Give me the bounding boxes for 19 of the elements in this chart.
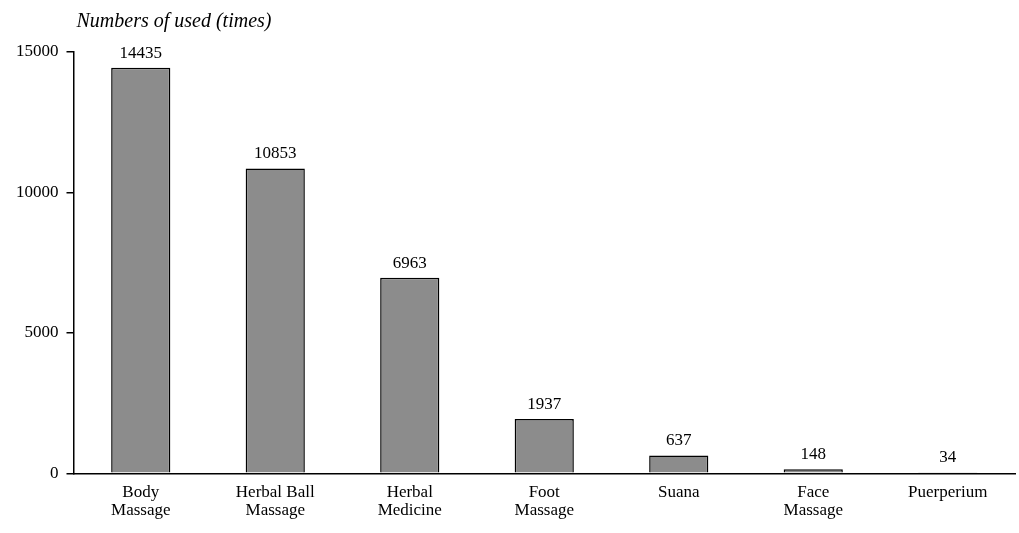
x-tick-label: Foot Massage — [514, 481, 574, 519]
x-tick-label: Puerperium — [908, 481, 988, 501]
y-tick-label: 15000 — [16, 41, 59, 61]
x-tick-label: Face Massage — [783, 481, 843, 519]
x-tick-label: Suana — [657, 481, 700, 501]
x-tick-label: Herbal Medicine — [377, 481, 442, 519]
data-label: 1937 — [527, 393, 562, 413]
y-axis-title: Numbers of used (times) — [75, 9, 272, 33]
x-tick-label: Body Massage — [111, 481, 171, 519]
y-tick-label: 0 — [50, 462, 59, 482]
data-label: 10853 — [254, 143, 297, 163]
x-tick-label: Herbal Ball Massage — [235, 481, 315, 519]
data-label: 14435 — [119, 42, 162, 62]
y-tick-label: 5000 — [24, 322, 59, 342]
y-tick-label: 10000 — [16, 181, 59, 201]
data-label: 6963 — [392, 252, 427, 272]
data-label: 637 — [666, 430, 692, 450]
data-label: 148 — [800, 444, 826, 464]
data-label: 34 — [939, 447, 957, 467]
